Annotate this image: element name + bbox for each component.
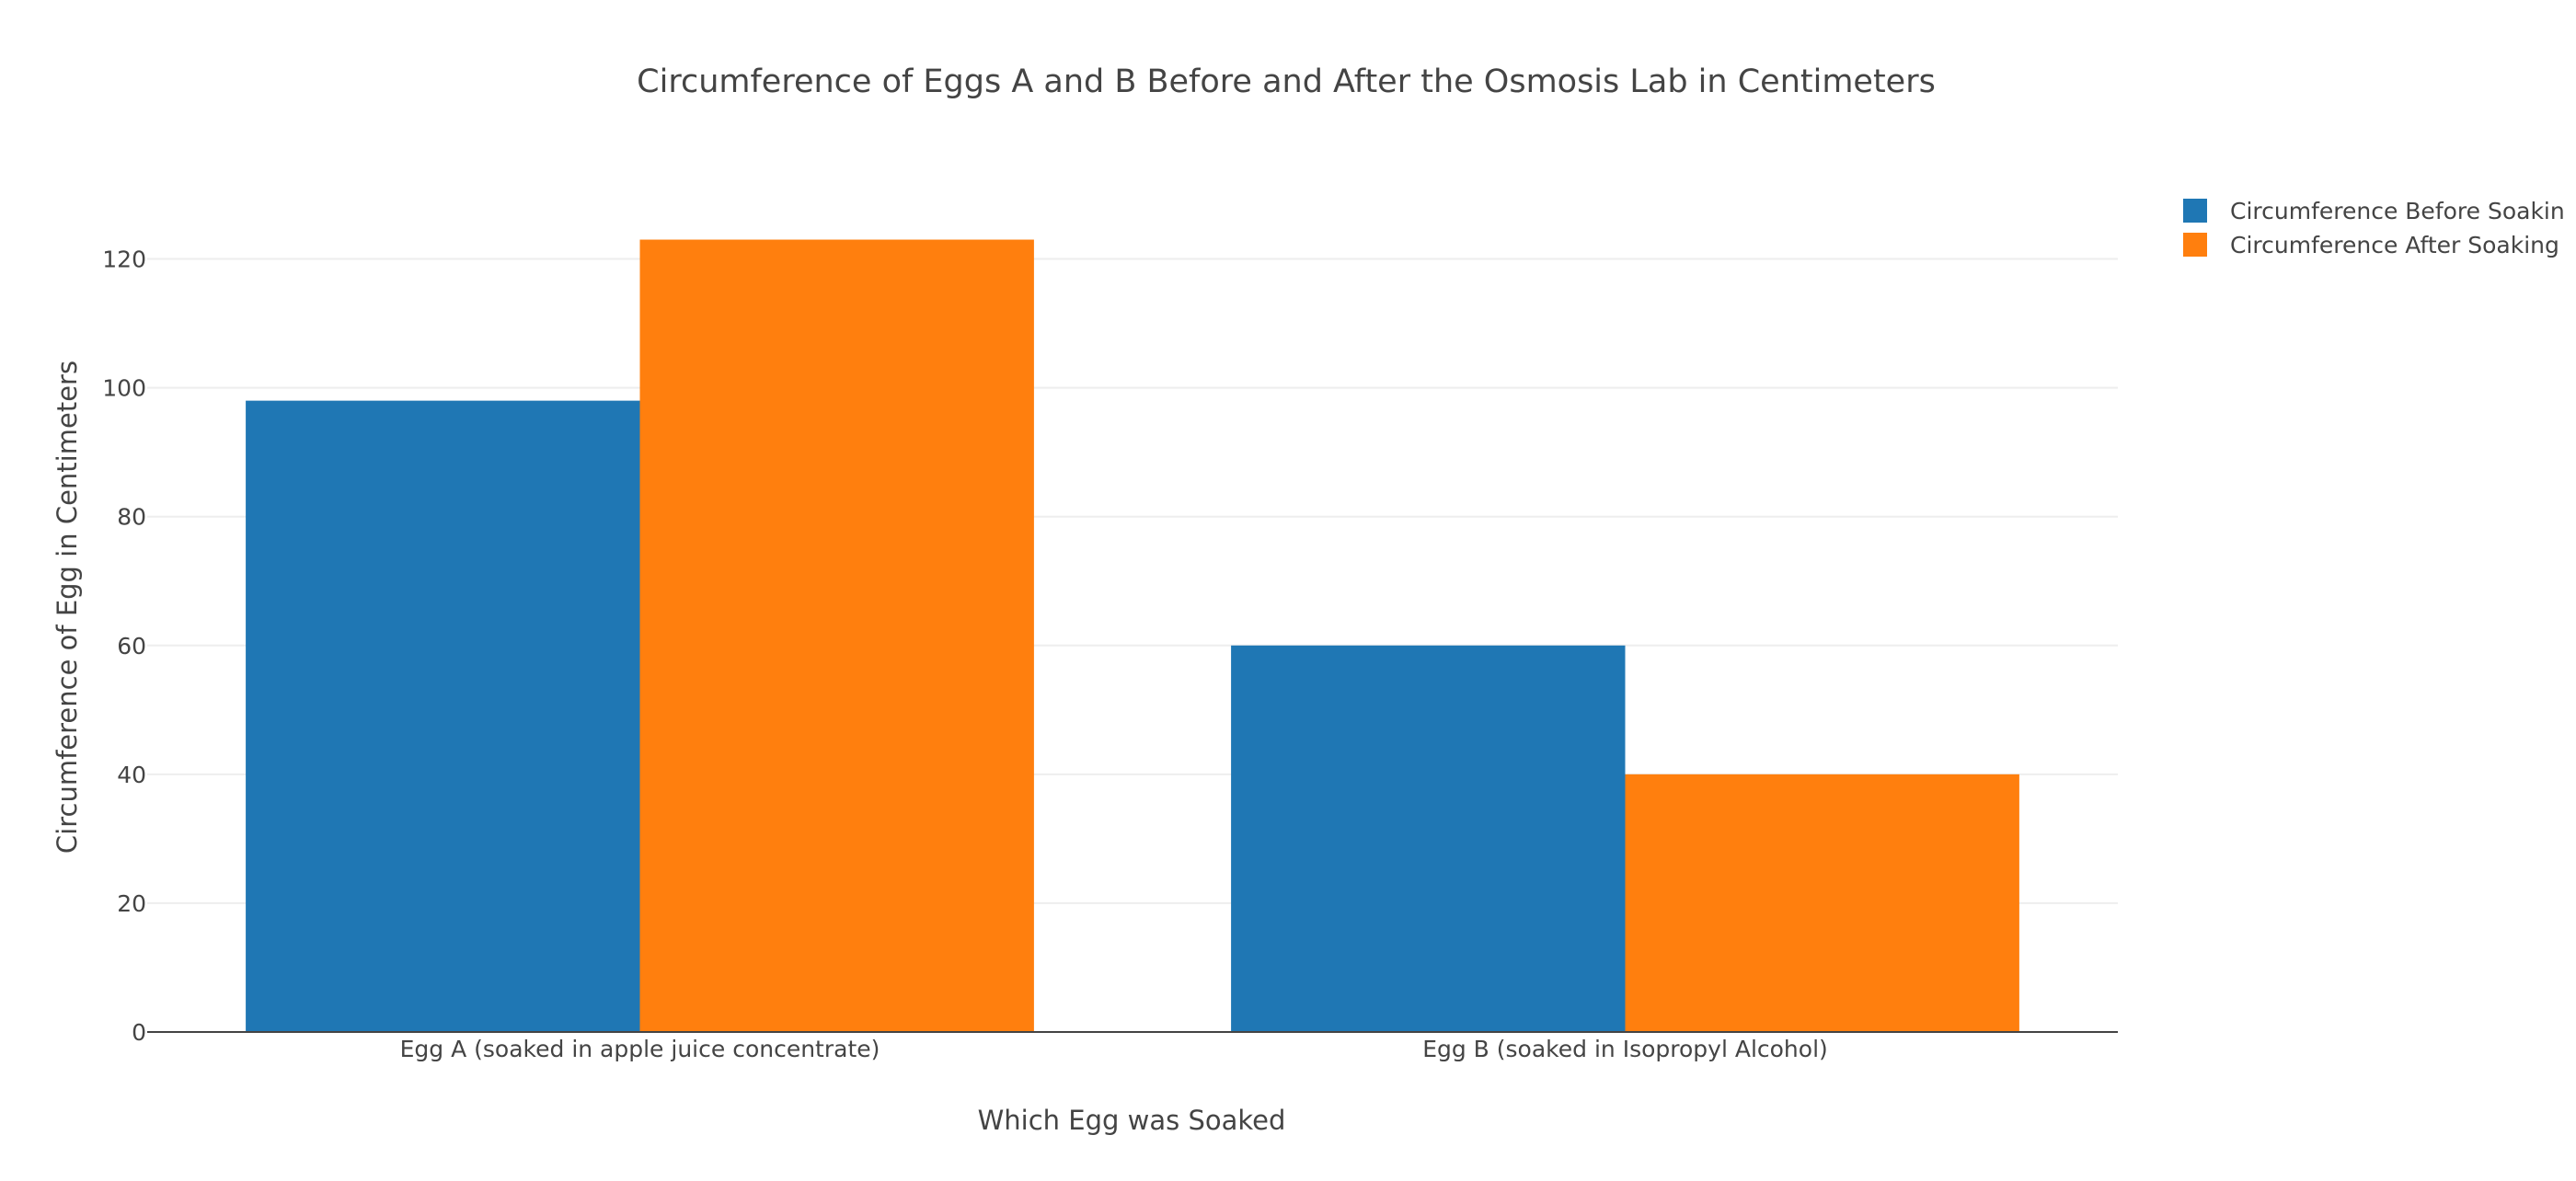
legend: Circumference Before Soakin Circumference… xyxy=(2183,198,2565,258)
bar-before-0[interactable] xyxy=(246,400,640,1033)
chart-title: Circumference of Eggs A and B Before and… xyxy=(637,63,1936,100)
y-tick-label: 40 xyxy=(117,762,146,788)
legend-label[interactable]: Circumference Before Soakin xyxy=(2230,198,2565,224)
y-tick-label: 100 xyxy=(102,375,146,402)
legend-swatch[interactable] xyxy=(2183,233,2207,257)
y-tick-label: 60 xyxy=(117,633,146,659)
x-tick-label: Egg B (soaked in Isopropyl Alcohol) xyxy=(1422,1036,1828,1062)
y-tick-label: 120 xyxy=(102,247,146,273)
y-axis-title: Circumference of Egg in Centimeters xyxy=(52,361,83,854)
y-axis-ticks: 0 20 40 60 80 100 120 xyxy=(102,247,146,1046)
x-tick-label: Egg A (soaked in apple juice concentrate… xyxy=(400,1036,880,1062)
y-tick-label: 20 xyxy=(117,890,146,917)
y-tick-label: 0 xyxy=(132,1019,146,1046)
bar-before-1[interactable] xyxy=(1231,645,1626,1032)
bar-after-0[interactable] xyxy=(639,239,1034,1032)
legend-swatch[interactable] xyxy=(2183,199,2207,223)
bar-after-1[interactable] xyxy=(1625,774,2019,1032)
x-axis-title: Which Egg was Soaked xyxy=(978,1105,1286,1136)
legend-label[interactable]: Circumference After Soaking xyxy=(2230,232,2559,258)
x-axis-ticks: Egg A (soaked in apple juice concentrate… xyxy=(400,1036,1828,1062)
bars xyxy=(246,239,2019,1033)
y-tick-label: 80 xyxy=(117,504,146,531)
